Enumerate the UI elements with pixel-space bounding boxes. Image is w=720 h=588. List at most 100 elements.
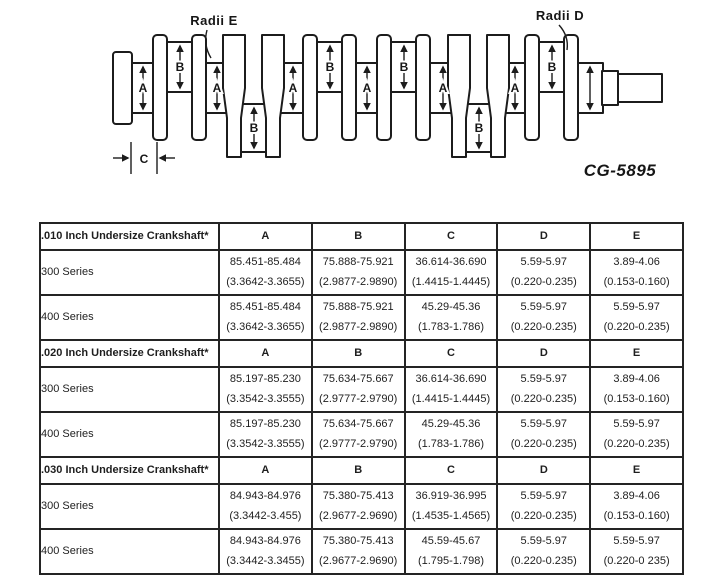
- value-mm: 3.89-4.06: [613, 490, 660, 503]
- value-cell: 75.380-75.413 (2.9677-2.9690): [310, 483, 406, 530]
- value-mm: 75.380-75.413: [322, 535, 394, 548]
- value-inch: (0.220-0.235): [510, 276, 577, 288]
- series-row: 400 Series 85.451-85.484 (3.3642-3.3655) 75…: [39, 294, 684, 341]
- value-mm: 75.380-75.413: [322, 490, 394, 503]
- value-inch: (3.3642-3.3655): [226, 276, 305, 288]
- dim-b-letter: B: [548, 60, 557, 74]
- value-inch: (0.153-0.160): [603, 510, 670, 522]
- value-mm: 45.59-45.67: [421, 535, 481, 548]
- value-cell: 85.451-85.484 (3.3642-3.3655): [218, 249, 313, 296]
- value-cell: 84.943-84.976 (3.3442-3.3455): [218, 528, 313, 575]
- dim-b-letter: B: [176, 60, 185, 74]
- section-title-cell: .020 Inch Undersize Crankshaft*: [39, 339, 220, 368]
- value-cell: 85.451-85.484 (3.3642-3.3655): [218, 294, 313, 341]
- value-cell: 5.59-5.97 (0.220-0.235): [496, 249, 592, 296]
- value-cell: 36.614-36.690 (1.4415-1.4445): [403, 366, 499, 413]
- dim-b-arrows: [176, 44, 556, 150]
- value-mm: 85.451-85.484: [229, 301, 301, 314]
- value-cell: 5.59-5.97 (0.220-0 235): [589, 528, 684, 575]
- value-cell: 5.59-5.97 (0.220-0.235): [589, 411, 684, 458]
- column-letter-cell: A: [218, 456, 313, 485]
- column-letter-cell: E: [589, 222, 684, 251]
- dim-b-letter: B: [475, 121, 484, 135]
- value-cell: 45.59-45.67 (1.795-1.798): [403, 528, 499, 575]
- series-label-cell: 400 Series: [39, 294, 220, 341]
- dim-b-letter: B: [250, 121, 259, 135]
- value-inch: (0.220-0.235): [510, 438, 577, 450]
- value-mm: 5.59-5.97: [520, 418, 568, 431]
- value-inch: (1.783-1.786): [417, 321, 485, 333]
- value-mm: 75.888-75.921: [322, 256, 394, 269]
- radii-e-label: Radii E: [190, 13, 238, 28]
- value-mm: 36.919-36.995: [415, 490, 487, 503]
- column-letter-cell: E: [589, 339, 684, 368]
- column-letter-cell: A: [218, 339, 313, 368]
- value-mm: 84.943-84.976: [229, 535, 301, 548]
- section-header-row: .020 Inch Undersize Crankshaft* A B C D E: [39, 339, 684, 368]
- crankshaft-figure: A A A A A A B B B B B B C Radii E: [0, 0, 720, 205]
- value-inch: (3.3442-3.3455): [226, 555, 305, 567]
- column-letter-cell: C: [403, 339, 499, 368]
- column-letter-cell: C: [403, 222, 499, 251]
- value-cell: 75.380-75.413 (2.9677-2.9690): [310, 528, 406, 575]
- value-cell: 5.59-5.97 (0.220-0.235): [496, 528, 592, 575]
- value-cell: 5.59-5.97 (0.220-0.235): [496, 294, 592, 341]
- value-cell: 3.89-4.06 (0.153-0.160): [589, 366, 684, 413]
- value-inch: (2.9777-2.9790): [319, 438, 398, 450]
- crank-webs: [152, 34, 579, 141]
- value-cell: 75.634-75.667 (2.9777-2.9790): [310, 411, 406, 458]
- value-cell: 75.888-75.921 (2.9877-2.9890): [310, 294, 406, 341]
- value-mm: 5.59-5.97: [520, 256, 568, 269]
- column-letter-cell: C: [403, 456, 499, 485]
- series-row: 300 Series 85.197-85.230 (3.3542-3.3555) 75…: [39, 366, 684, 413]
- series-label-cell: 300 Series: [39, 249, 220, 296]
- dim-c-callout: C: [113, 142, 175, 174]
- value-inch: (0.220-0.235): [603, 321, 670, 333]
- column-letter-cell: B: [310, 456, 406, 485]
- dim-a-letter: A: [213, 81, 222, 95]
- value-inch: (0.220-0.235): [510, 555, 577, 567]
- value-inch: (0.153-0.160): [603, 393, 670, 405]
- column-letter-cell: B: [310, 222, 406, 251]
- value-mm: 85.197-85.230: [229, 373, 301, 386]
- value-inch: (3.3642-3.3655): [226, 321, 305, 333]
- column-letter-cell: E: [589, 456, 684, 485]
- dim-a-letter: A: [139, 81, 148, 95]
- series-label-cell: 400 Series: [39, 528, 220, 575]
- dim-a-letter: A: [511, 81, 520, 95]
- dim-c-letter: C: [140, 152, 149, 166]
- value-inch: (1.795-1.798): [417, 555, 485, 567]
- value-mm: 5.59-5.97: [520, 373, 568, 386]
- value-cell: 5.59-5.97 (0.220-0.235): [496, 366, 592, 413]
- radii-e-leader: [204, 29, 212, 59]
- value-mm: 5.59-5.97: [520, 301, 568, 314]
- value-mm: 85.197-85.230: [229, 418, 301, 431]
- value-inch: (2.9877-2.9890): [319, 321, 398, 333]
- value-mm: 36.614-36.690: [415, 256, 487, 269]
- value-mm: 75.888-75.921: [322, 301, 394, 314]
- value-mm: 5.59-5.97: [613, 535, 660, 548]
- value-cell: 5.59-5.97 (0.220-0.235): [496, 411, 592, 458]
- value-cell: 5.59-5.97 (0.220-0.235): [496, 483, 592, 530]
- figure-number: CG-5895: [584, 161, 657, 180]
- value-mm: 75.634-75.667: [322, 418, 394, 431]
- value-mm: 5.59-5.97: [520, 535, 568, 548]
- value-mm: 45.29-45.36: [421, 418, 481, 431]
- value-mm: 5.59-5.97: [613, 301, 660, 314]
- value-mm: 3.89-4.06: [613, 373, 660, 386]
- series-label-cell: 300 Series: [39, 366, 220, 413]
- value-cell: 3.89-4.06 (0.153-0.160): [589, 483, 684, 530]
- value-mm: 85.451-85.484: [229, 256, 301, 269]
- dim-b-letter: B: [326, 60, 335, 74]
- dim-a-arrows: [139, 65, 594, 111]
- series-label-cell: 400 Series: [39, 411, 220, 458]
- dim-a-letter: A: [439, 81, 448, 95]
- value-mm: 5.59-5.97: [520, 490, 568, 503]
- column-letter-cell: A: [218, 222, 313, 251]
- value-cell: 45.29-45.36 (1.783-1.786): [403, 411, 499, 458]
- value-inch: (3.3542-3.3555): [226, 393, 305, 405]
- series-row: 400 Series 84.943-84.976 (3.3442-3.3455) 75…: [39, 528, 684, 575]
- column-letter-cell: B: [310, 339, 406, 368]
- value-cell: 3.89-4.06 (0.153-0.160): [589, 249, 684, 296]
- crankshaft-diagram: A A A A A A B B B B B B C Radii E: [112, 8, 663, 180]
